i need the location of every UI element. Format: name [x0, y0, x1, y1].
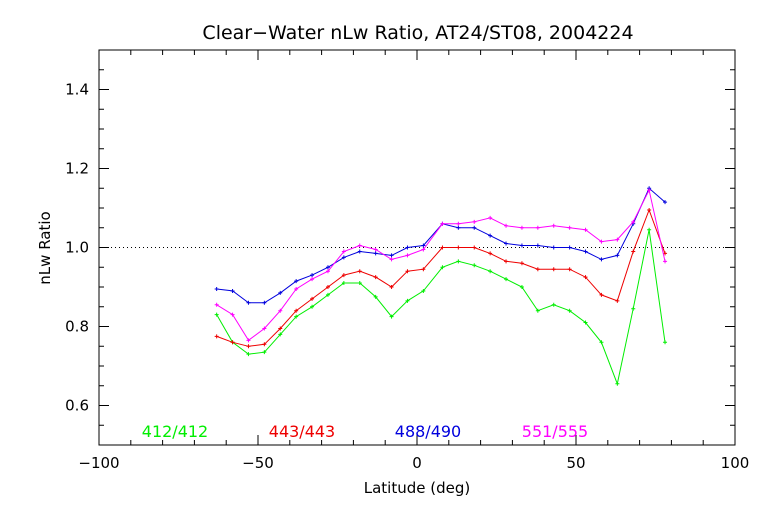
data-point — [615, 382, 619, 386]
chart-title: Clear−Water nLw Ratio, AT24/ST08, 200422… — [202, 22, 633, 44]
y-tick-label: 1.4 — [65, 81, 89, 99]
x-tick-label: 0 — [412, 454, 422, 472]
data-point — [215, 334, 219, 338]
data-point — [663, 340, 667, 344]
data-point — [663, 259, 667, 263]
data-point — [246, 344, 250, 348]
legend-entry: 488/490 — [395, 422, 461, 441]
data-point — [568, 226, 572, 230]
data-point — [504, 259, 508, 263]
data-point — [310, 273, 314, 277]
data-point — [568, 267, 572, 271]
data-point — [552, 267, 556, 271]
data-point — [552, 246, 556, 250]
x-tick-label: −100 — [78, 454, 119, 472]
data-point — [615, 253, 619, 257]
axis-ticks: −100 −50 0 50 100 0.6 0.8 1.0 1.2 1.4 — [65, 50, 749, 472]
data-point — [599, 257, 603, 261]
data-point — [631, 307, 635, 311]
series-line — [217, 188, 665, 302]
data-point — [631, 249, 635, 253]
data-point — [456, 259, 460, 263]
data-point — [358, 244, 362, 248]
data-point — [215, 287, 219, 291]
series-group — [215, 186, 667, 386]
data-point — [488, 234, 492, 238]
legend-entry: 412/412 — [142, 422, 208, 441]
data-point — [405, 246, 409, 250]
data-point — [536, 267, 540, 271]
x-tick-label: 100 — [721, 454, 750, 472]
data-point — [552, 224, 556, 228]
data-point — [488, 269, 492, 273]
data-point — [536, 226, 540, 230]
data-point — [504, 242, 508, 246]
series-line — [217, 230, 665, 384]
data-point — [552, 303, 556, 307]
legend-entry: 551/555 — [522, 422, 588, 441]
data-point — [615, 299, 619, 303]
data-point — [472, 246, 476, 250]
data-point — [390, 253, 394, 257]
y-axis-label: nLw Ratio — [36, 211, 54, 284]
data-point — [647, 208, 651, 212]
data-point — [647, 228, 651, 232]
data-point — [374, 251, 378, 255]
x-axis-label: Latitude (deg) — [364, 479, 470, 497]
data-point — [488, 216, 492, 220]
x-tick-label: 50 — [566, 454, 585, 472]
data-point — [504, 224, 508, 228]
data-point — [358, 269, 362, 273]
y-tick-label: 0.6 — [65, 397, 89, 415]
data-point — [520, 244, 524, 248]
data-point — [456, 246, 460, 250]
y-tick-label: 1.0 — [65, 239, 89, 257]
chart-canvas: Clear−Water nLw Ratio, AT24/ST08, 200422… — [0, 0, 768, 512]
data-point — [584, 249, 588, 253]
data-point — [405, 253, 409, 257]
y-tick-label: 0.8 — [65, 318, 89, 336]
data-point — [488, 251, 492, 255]
y-tick-label: 1.2 — [65, 160, 89, 178]
data-point — [520, 226, 524, 230]
series-line — [217, 210, 665, 346]
data-point — [456, 226, 460, 230]
data-point — [520, 261, 524, 265]
data-point — [472, 263, 476, 267]
data-point — [326, 265, 330, 269]
legend-entry: 443/443 — [269, 422, 335, 441]
data-point — [536, 244, 540, 248]
data-point — [568, 246, 572, 250]
data-point — [472, 220, 476, 224]
data-point — [504, 277, 508, 281]
data-point — [456, 222, 460, 226]
x-tick-label: −50 — [242, 454, 274, 472]
data-point — [472, 226, 476, 230]
data-point — [358, 249, 362, 253]
legend: 412/412 443/443 488/490 551/555 — [142, 422, 588, 441]
series-line — [217, 190, 665, 340]
